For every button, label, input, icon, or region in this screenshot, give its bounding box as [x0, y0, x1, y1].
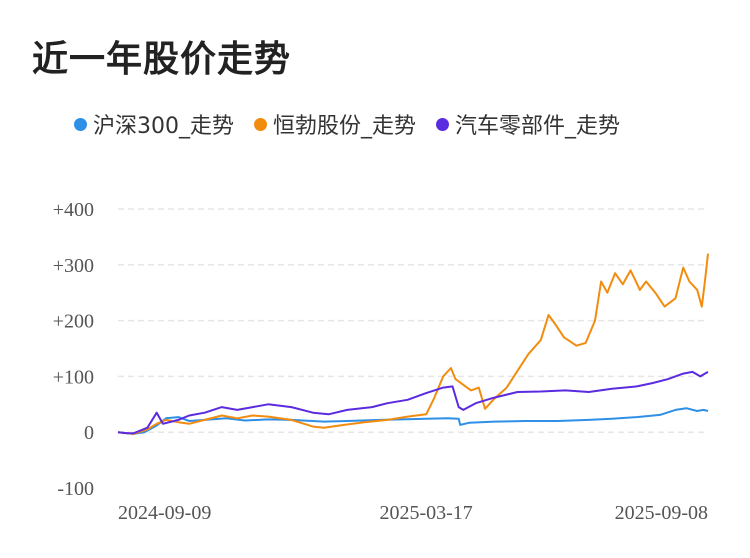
legend: 沪深300_走势 恒勃股份_走势 汽车零部件_走势 — [74, 108, 640, 140]
y-tick-label: 0 — [84, 422, 94, 444]
y-tick-label: +100 — [53, 366, 94, 388]
series-line-2 — [117, 370, 709, 435]
x-tick-label: 2024-09-09 — [118, 502, 211, 524]
legend-dot-icon — [436, 117, 450, 131]
x-tick-label: 2025-09-08 — [615, 502, 708, 524]
legend-label: 沪深300_走势 — [93, 114, 234, 139]
legend-label: 汽车零部件_走势 — [455, 114, 621, 139]
legend-item-auto-parts[interactable]: 汽车零部件_走势 — [436, 108, 620, 140]
y-tick-label: +200 — [53, 311, 94, 333]
chart-title: 近一年股价走势 — [32, 39, 292, 80]
legend-item-hs300[interactable]: 沪深300_走势 — [74, 108, 234, 140]
series-line-0 — [117, 407, 709, 435]
series-line-1 — [117, 253, 709, 435]
legend-item-hengbo[interactable]: 恒勃股份_走势 — [254, 108, 416, 140]
legend-dot-icon — [74, 117, 87, 131]
x-tick-label: 2025-03-17 — [379, 502, 472, 524]
y-tick-label: +300 — [53, 255, 94, 277]
legend-label: 恒勃股份_走势 — [273, 114, 417, 139]
legend-dot-icon — [254, 117, 267, 131]
y-tick-label: -100 — [57, 478, 94, 500]
y-tick-label: +400 — [53, 199, 94, 221]
